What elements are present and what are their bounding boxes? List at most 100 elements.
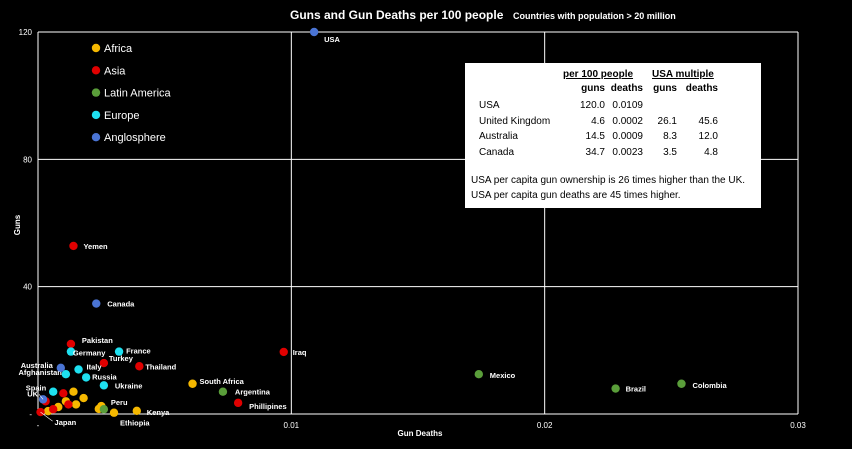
point-label: UK [27, 389, 38, 398]
point-label: Spain [26, 384, 47, 393]
point-label: Phillipines [249, 402, 287, 411]
point-label: France [126, 347, 151, 356]
note-ownership: USA per capita gun ownership is 26 times… [471, 175, 746, 186]
table-cell-guns: 14.5 [585, 131, 605, 142]
data-point [56, 363, 65, 373]
uk-callout-line [38, 394, 44, 400]
y-tick-label: 120 [19, 28, 33, 37]
legend-marker [91, 110, 101, 120]
data-point [69, 387, 78, 396]
legend: Africa Asia Latin America Europe Anglosphere [91, 43, 172, 144]
x-axis-ticks: - 0.01 0.02 0.03 [37, 421, 807, 430]
table-cell-guns: 34.7 [585, 146, 605, 158]
data-point [66, 347, 76, 356]
point-label: Canada [107, 300, 135, 309]
point-label: Pakistan [82, 336, 113, 345]
table-cell-mult-deaths: 4.8 [704, 146, 718, 158]
data-point [64, 400, 73, 409]
point-label: Australia [21, 361, 54, 370]
legend-label: Africa [104, 43, 133, 55]
data-point [81, 373, 91, 382]
data-point [99, 358, 109, 368]
y-axis-ticks: - 40 80 120 [19, 28, 33, 419]
point-label: Turkey [109, 354, 134, 363]
table-cell-deaths: 0.0002 [612, 115, 643, 127]
data-point [109, 408, 119, 417]
table-cell-mult-deaths: 12.0 [698, 131, 718, 142]
point-label: Mexico [490, 371, 516, 380]
chart-title: Guns and Gun Deaths per 100 people [290, 8, 504, 22]
legend-label: Anglosphere [104, 132, 166, 144]
data-point [69, 241, 78, 251]
data-point [132, 406, 141, 416]
table-cell-guns: 4.6 [591, 115, 605, 127]
data-point [135, 362, 144, 371]
point-label: USA [324, 35, 340, 44]
point-label: Ukraine [115, 381, 143, 390]
legend-marker [91, 43, 101, 53]
data-point [99, 381, 109, 390]
note-deaths: USA per capita gun deaths are 45 times h… [471, 190, 681, 201]
y-tick-label: 80 [23, 155, 32, 164]
point-label: Japan [55, 418, 77, 427]
point-label: Germany [73, 349, 106, 358]
data-point [71, 400, 81, 409]
data-point [474, 370, 483, 379]
legend-marker [91, 88, 101, 97]
japan-callout-line [40, 411, 53, 422]
legend-label: Asia [104, 65, 126, 77]
point-label: Peru [111, 398, 128, 407]
data-point [66, 339, 76, 349]
table-cell-country: United Kingdom [479, 115, 551, 127]
col-header-multiple-deaths: deaths [685, 83, 718, 94]
x-tick-label: 0.02 [537, 421, 553, 430]
table-cell-deaths: 0.0009 [612, 131, 643, 142]
data-point [188, 379, 197, 388]
data-point [611, 384, 620, 393]
table-cell-country: Australia [479, 131, 518, 142]
point-label: Colombia [692, 381, 727, 390]
x-tick-label: 0.01 [284, 421, 300, 430]
y-axis-label: Guns [13, 214, 22, 235]
point-label: Argentina [235, 388, 271, 397]
col-header-guns: guns [581, 83, 605, 94]
table-cell-guns: 120.0 [579, 100, 605, 111]
data-point [233, 398, 243, 408]
table-cell-mult-deaths: 45.6 [698, 115, 718, 127]
table-row: Canada 34.7 0.0023 3.5 4.8 [465, 147, 761, 162]
comparison-table-box: per 100 people USA multiple guns deaths … [465, 63, 761, 208]
x-tick-label: - [37, 421, 40, 430]
data-point [677, 379, 686, 388]
data-point [79, 393, 88, 403]
data-point [36, 407, 45, 417]
data-point [49, 405, 58, 414]
group-header-usa-multiple: USA multiple [652, 69, 714, 80]
chart-subtitle: Countries with population > 20 million [513, 11, 676, 21]
point-label: Russia [92, 372, 117, 381]
data-point [218, 387, 228, 396]
x-axis-label: Gun Deaths [398, 429, 443, 438]
table-cell-mult-guns: 8.3 [663, 131, 677, 142]
col-header-multiple-guns: guns [653, 83, 677, 94]
point-label: Thailand [145, 362, 176, 371]
legend-marker [91, 133, 101, 142]
table-cell-mult-guns: 3.5 [663, 146, 677, 158]
table-row: United Kingdom 4.6 0.0002 26.1 45.6 [465, 116, 761, 131]
data-point [49, 387, 58, 396]
data-point [74, 365, 83, 374]
y-tick-label: - [29, 410, 32, 419]
data-point [309, 27, 319, 37]
table-row: Australia 14.5 0.0009 8.3 12.0 [465, 131, 761, 146]
point-label: Brazil [626, 385, 646, 394]
point-label: Afghanistan [19, 368, 63, 377]
data-point [99, 405, 109, 414]
table-cell-deaths: 0.0023 [612, 146, 643, 158]
point-label: Yemen [83, 242, 108, 251]
y-tick-label: 40 [23, 283, 32, 292]
data-point [279, 347, 288, 357]
table-cell-mult-guns: 26.1 [657, 115, 677, 127]
group-header-per-100: per 100 people [563, 69, 634, 80]
data-point [61, 370, 71, 379]
col-header-deaths: deaths [610, 83, 643, 94]
